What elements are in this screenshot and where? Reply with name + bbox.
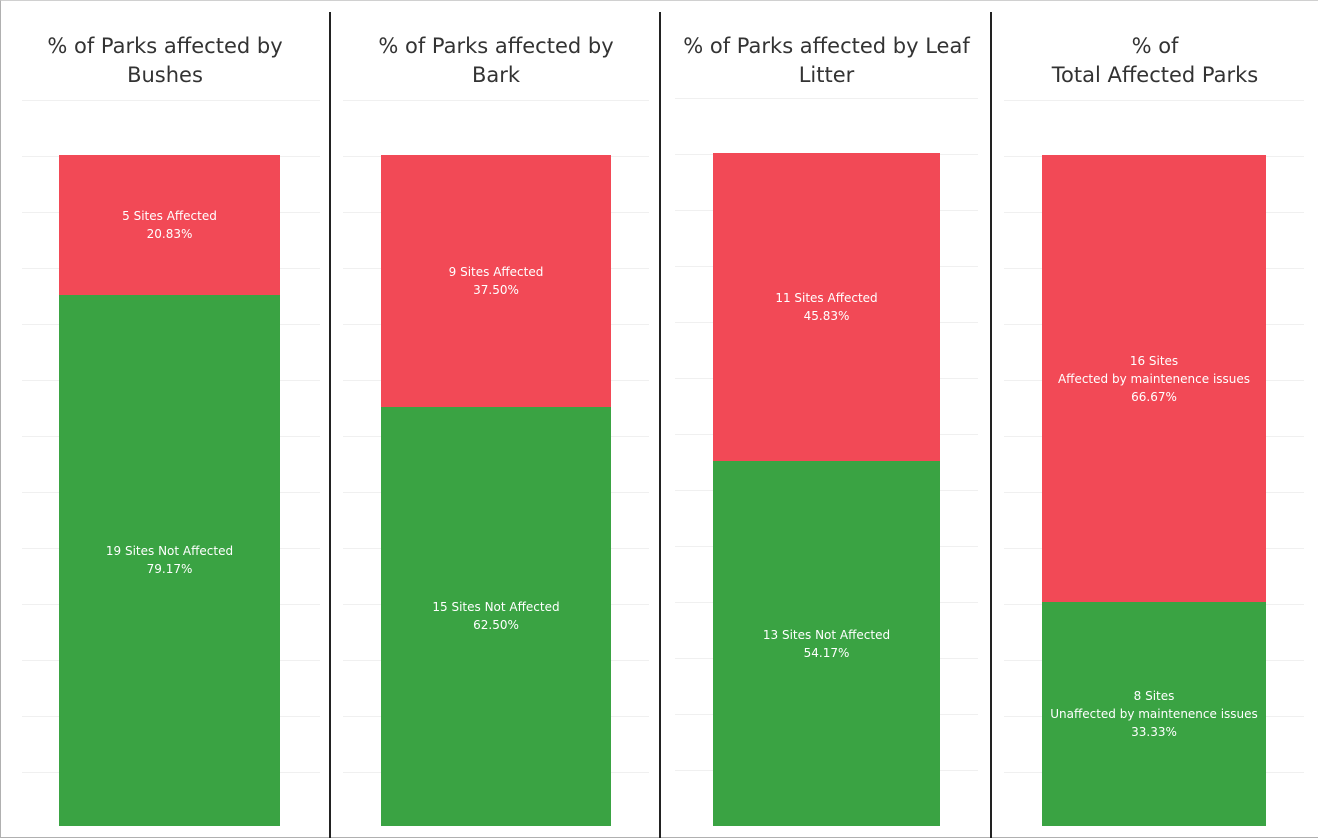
data-label-line: 16 Sites bbox=[1129, 353, 1179, 368]
bushes-chart-title: % of Parks affected by Bushes bbox=[0, 32, 330, 90]
bushes-plot: 19 Sites Not Affected 79.17% 5 Sites Affec… bbox=[22, 100, 320, 826]
gridline bbox=[1004, 100, 1304, 101]
stacked-bar: 8 Sites Unaffected by maintenence issues 3… bbox=[1042, 155, 1266, 826]
gridline bbox=[343, 100, 649, 101]
data-label-line: 11 Sites Affected bbox=[775, 291, 878, 306]
data-label-line: 79.17% bbox=[146, 562, 193, 577]
data-label-line: 45.83% bbox=[803, 309, 850, 324]
data-label-line: 8 Sites bbox=[1133, 689, 1175, 704]
data-label: 11 Sites Affected 45.83% bbox=[713, 289, 940, 325]
data-label: 9 Sites Affected 37.50% bbox=[381, 263, 611, 299]
data-label: 16 Sites Affected by maintenence issues 66… bbox=[1042, 352, 1266, 406]
leaf-litter-panel: % of Parks affected by Leaf Litter 13 Si… bbox=[659, 12, 992, 838]
stacked-bar: 19 Sites Not Affected 79.17% 5 Sites Affec… bbox=[59, 155, 280, 826]
total-affected-chart-title: % of Total Affected Parks bbox=[992, 32, 1318, 90]
title-line: Total Affected Parks bbox=[1051, 63, 1259, 87]
gridline bbox=[675, 98, 978, 99]
leaf-litter-plot: 13 Sites Not Affected 54.17% 11 Sites Affe… bbox=[675, 98, 978, 826]
data-label-line: 9 Sites Affected bbox=[448, 264, 544, 279]
data-label-line: Unaffected by maintenence issues bbox=[1050, 707, 1258, 722]
title-line: Bark bbox=[471, 63, 521, 87]
data-label: 19 Sites Not Affected 79.17% bbox=[59, 542, 280, 578]
data-label-line: 13 Sites Not Affected bbox=[762, 627, 891, 642]
data-label: 15 Sites Not Affected 62.50% bbox=[381, 598, 611, 634]
data-label-line: Affected by maintenence issues bbox=[1057, 371, 1251, 386]
data-label-line: 37.50% bbox=[473, 282, 519, 297]
title-line: % of bbox=[1131, 34, 1179, 58]
not-affected-segment[interactable]: 15 Sites Not Affected 62.50% bbox=[381, 406, 611, 826]
gridline bbox=[22, 100, 320, 101]
title-line: % of Parks affected by bbox=[378, 34, 614, 58]
not-affected-segment[interactable]: 8 Sites Unaffected by maintenence issues 3… bbox=[1042, 602, 1266, 826]
affected-segment[interactable]: 9 Sites Affected 37.50% bbox=[381, 155, 611, 407]
not-affected-segment[interactable]: 13 Sites Not Affected 54.17% bbox=[713, 461, 940, 826]
data-label-line: 66.67% bbox=[1131, 389, 1177, 404]
data-label-line: 54.17% bbox=[803, 645, 850, 660]
title-line: Litter bbox=[798, 63, 855, 87]
total-affected-plot: 8 Sites Unaffected by maintenence issues 3… bbox=[1004, 100, 1304, 826]
data-label-line: 5 Sites Affected bbox=[122, 208, 217, 223]
bark-chart-title: % of Parks affected by Bark bbox=[331, 32, 661, 90]
affected-segment[interactable]: 11 Sites Affected 45.83% bbox=[713, 153, 940, 462]
data-label-line: 62.50% bbox=[473, 618, 519, 633]
data-label: 13 Sites Not Affected 54.17% bbox=[713, 626, 940, 662]
data-label: 5 Sites Affected 20.83% bbox=[59, 207, 280, 243]
not-affected-segment[interactable]: 19 Sites Not Affected 79.17% bbox=[59, 294, 280, 826]
bark-plot: 15 Sites Not Affected 62.50% 9 Sites Affec… bbox=[343, 100, 649, 826]
affected-segment[interactable]: 5 Sites Affected 20.83% bbox=[59, 155, 280, 295]
data-label-line: 20.83% bbox=[146, 226, 193, 241]
title-line: Bushes bbox=[127, 63, 203, 87]
affected-segment[interactable]: 16 Sites Affected by maintenence issues 66… bbox=[1042, 155, 1266, 603]
title-line: % of Parks affected by Leaf bbox=[683, 34, 970, 58]
total-affected-panel: % of Total Affected Parks 8 Sites Unaffec… bbox=[990, 12, 1318, 838]
data-label-line: 19 Sites Not Affected bbox=[105, 544, 234, 559]
title-line: % of Parks affected by bbox=[47, 34, 283, 58]
stacked-bar: 13 Sites Not Affected 54.17% 11 Sites Affe… bbox=[713, 153, 940, 826]
data-label-line: 15 Sites Not Affected bbox=[432, 600, 560, 615]
leaf-litter-chart-title: % of Parks affected by Leaf Litter bbox=[661, 32, 992, 90]
bushes-panel: % of Parks affected by Bushes 19 Sites N… bbox=[0, 12, 330, 838]
data-label-line: 33.33% bbox=[1131, 725, 1177, 740]
data-label: 8 Sites Unaffected by maintenence issues 3… bbox=[1042, 687, 1266, 741]
stacked-bar: 15 Sites Not Affected 62.50% 9 Sites Affec… bbox=[381, 155, 611, 826]
bark-panel: % of Parks affected by Bark 15 Sites Not… bbox=[329, 12, 661, 838]
